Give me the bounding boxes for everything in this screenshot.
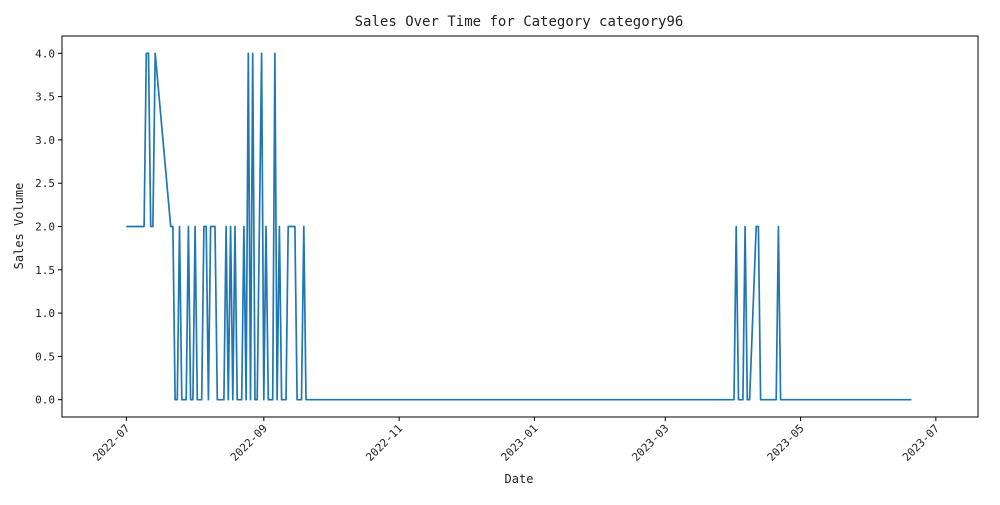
x-tick-label: 2023-07 [900, 422, 942, 464]
y-tick-label: 0.0 [35, 394, 55, 407]
x-tick-label: 2023-01 [499, 422, 541, 464]
x-tick-label: 2022-11 [363, 422, 405, 464]
plot-area-frame [61, 35, 979, 418]
y-tick-label: 2.5 [35, 177, 55, 190]
x-tick-label: 2022-07 [90, 422, 132, 464]
y-tick-label: 2.0 [35, 221, 55, 234]
x-tick-label: 2023-03 [629, 422, 671, 464]
x-tick-label: 2022-09 [228, 422, 270, 464]
x-tick-label: 2023-05 [765, 422, 807, 464]
y-tick-label: 1.0 [35, 307, 55, 320]
sales-volume-line [126, 52, 912, 401]
y-tick-label: 3.0 [35, 134, 55, 147]
y-axis: 0.0 0.5 1.0 1.5 2.0 2.5 3.0 3.5 4.0 [35, 47, 62, 407]
x-axis: 2022-07 2022-09 2022-11 2023-01 2023-03 2023-… [90, 417, 942, 464]
y-axis-title: Sales Volume [12, 183, 26, 270]
y-tick-label: 3.5 [35, 91, 55, 104]
y-tick-label: 1.5 [35, 264, 55, 277]
y-tick-label: 0.5 [35, 350, 55, 363]
x-axis-title: Date [505, 472, 534, 486]
chart-title: Sales Over Time for Category category96 [355, 14, 684, 30]
y-tick-label: 4.0 [35, 47, 55, 60]
